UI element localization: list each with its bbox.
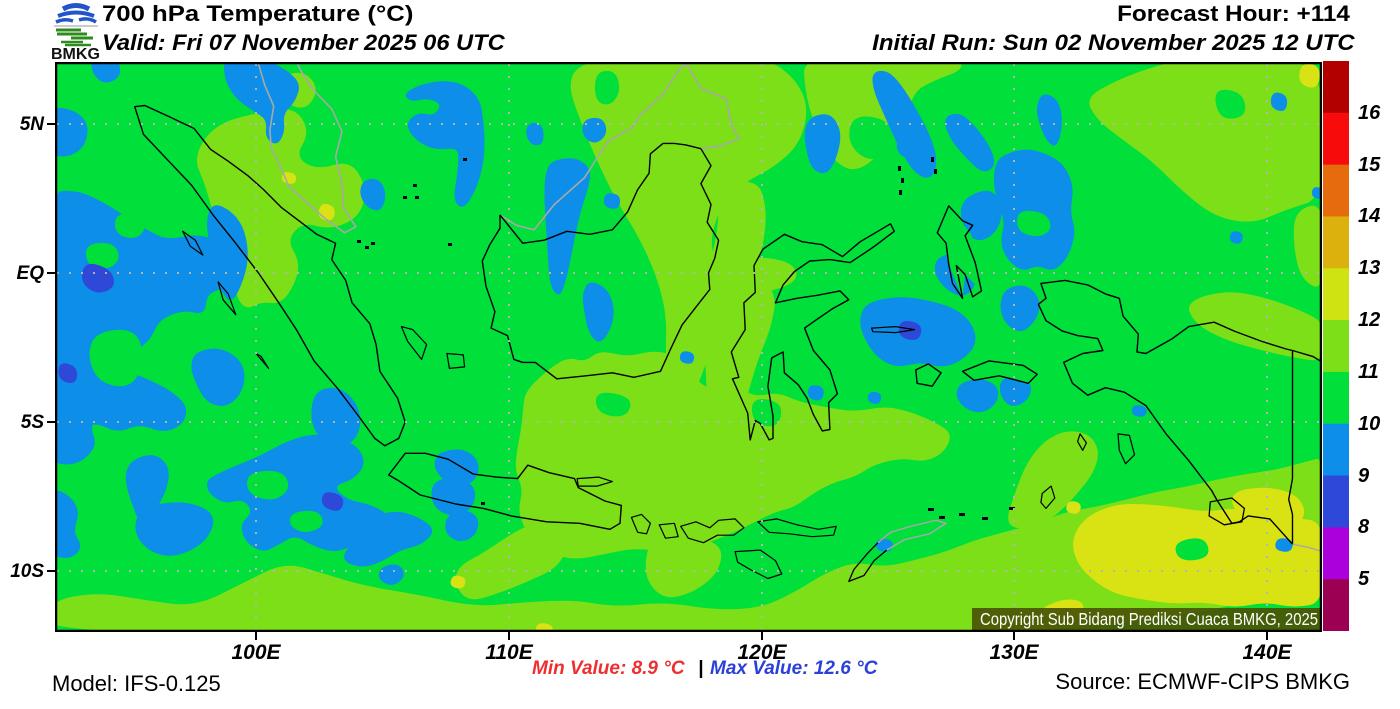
svg-text:Copyright Sub Bidang Prediksi: Copyright Sub Bidang Prediksi Cuaca BMKG… xyxy=(980,609,1318,629)
svg-text:BMKG: BMKG xyxy=(51,46,100,61)
